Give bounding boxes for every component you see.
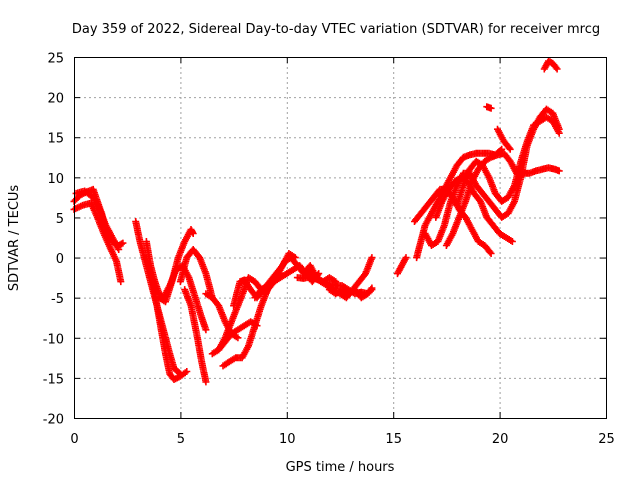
- data-point: [552, 64, 560, 72]
- data-point: [202, 326, 210, 334]
- x-tick-label: 15: [385, 432, 402, 447]
- data-series: [304, 254, 376, 302]
- x-tick-label: 25: [598, 432, 615, 447]
- axis-ticks: -20 -15 -10 -5 0 5 10 15 20 25 0 5 10 15 20 25: [43, 52, 615, 448]
- data-point: [508, 238, 516, 245]
- data-point: [555, 129, 563, 137]
- data-point: [506, 145, 514, 153]
- y-tick-label: 15: [47, 132, 64, 147]
- data-series: [325, 284, 376, 302]
- data-series: [155, 226, 197, 306]
- data-point: [202, 378, 210, 386]
- data-series: [494, 125, 514, 153]
- data-series: [394, 254, 410, 278]
- data-point: [367, 285, 375, 293]
- data-point: [487, 250, 495, 257]
- data-point: [189, 230, 197, 237]
- data-series: [540, 57, 561, 73]
- data-point: [368, 254, 376, 262]
- y-tick-label: -5: [51, 292, 64, 307]
- data-point: [368, 284, 376, 292]
- y-tick-label: 0: [56, 252, 64, 267]
- data-point: [402, 254, 410, 262]
- data-point: [487, 104, 495, 112]
- x-tick-label: 20: [492, 432, 509, 447]
- y-tick-label: 25: [47, 52, 64, 67]
- y-tick-label: -10: [43, 332, 64, 347]
- data-point: [234, 334, 242, 342]
- data-point: [486, 248, 494, 256]
- data-point: [115, 246, 123, 253]
- y-tick-label: 10: [47, 172, 64, 187]
- data-series: [483, 103, 495, 112]
- data-series: [453, 113, 563, 209]
- data-point: [555, 167, 563, 175]
- data-point: [183, 368, 191, 375]
- grid: [74, 57, 606, 418]
- data-points: [70, 57, 563, 386]
- data-series: [72, 187, 123, 253]
- x-tick-label: 0: [70, 432, 78, 447]
- data-point: [553, 65, 561, 73]
- y-tick-label: 20: [47, 92, 64, 107]
- data-point: [505, 144, 513, 152]
- x-axis-label: GPS time / hours: [286, 460, 395, 475]
- data-point: [119, 239, 127, 247]
- data-point: [117, 278, 125, 286]
- chart-title: Day 359 of 2022, Sidereal Day-to-day VTE…: [72, 22, 600, 37]
- x-tick-label: 5: [177, 432, 185, 447]
- x-tick-label: 10: [279, 432, 296, 447]
- data-series: [149, 278, 191, 383]
- plot-frame: [74, 57, 607, 419]
- y-tick-label: -15: [43, 372, 64, 387]
- y-axis-label: SDTVAR / TECUs: [7, 185, 22, 292]
- y-tick-label: -20: [43, 413, 64, 428]
- y-tick-label: 5: [56, 212, 64, 227]
- data-series: [181, 286, 210, 386]
- data-series: [442, 149, 563, 249]
